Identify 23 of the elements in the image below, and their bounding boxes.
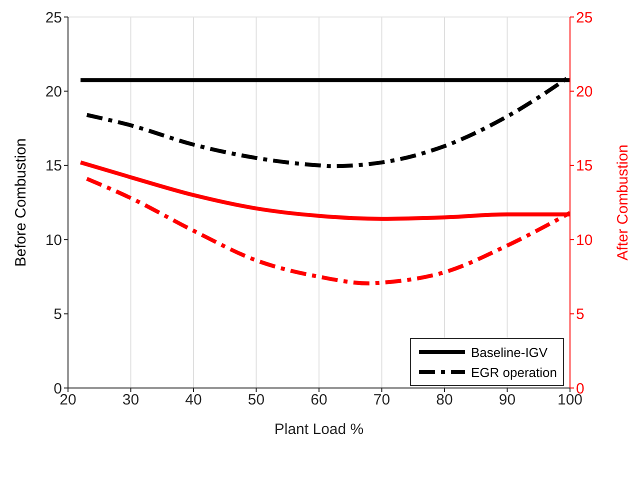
y2-tick-label: 10 <box>576 232 593 249</box>
y2-tick-label: 5 <box>576 306 584 324</box>
x-tick-label: 90 <box>498 392 516 409</box>
y2-tick-label: 15 <box>576 158 593 175</box>
y-axis-title: Before Combustion <box>12 138 30 267</box>
x-tick-label: 40 <box>185 392 202 409</box>
legend-label: Baseline-IGV <box>471 344 548 360</box>
y-tick-label: 5 <box>54 306 62 324</box>
y-tick-label: 25 <box>45 9 62 26</box>
x-tick-label: 70 <box>373 392 390 409</box>
x-tick-label: 80 <box>436 392 453 409</box>
y-tick-label: 15 <box>45 158 62 175</box>
y2-axis-title: After Combustion <box>614 144 632 260</box>
y-tick-label: 0 <box>54 380 62 398</box>
x-tick-label: 60 <box>310 392 328 409</box>
x-tick-label: 30 <box>122 392 140 409</box>
x-tick-label: 50 <box>248 392 265 409</box>
y2-tick-label: 25 <box>576 9 593 26</box>
y2-tick-label: 20 <box>576 84 593 101</box>
legend-label: EGR operation <box>471 364 557 380</box>
y-tick-label: 10 <box>45 232 62 249</box>
x-axis-title: Plant Load % <box>274 421 364 438</box>
y-tick-label: 20 <box>45 84 62 101</box>
